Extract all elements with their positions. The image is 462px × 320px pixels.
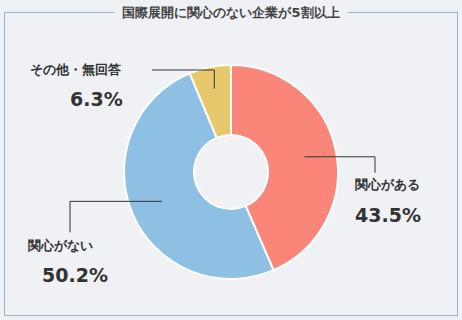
category-label: 関心がある xyxy=(355,177,420,192)
value-label: 43.5% xyxy=(355,204,421,226)
background xyxy=(0,0,462,320)
title: 国際展開に関心のない企業が5割以上 xyxy=(122,5,339,20)
category-label: その他・無回答 xyxy=(30,62,121,77)
value-label: 6.3% xyxy=(70,88,123,110)
value-label: 50.2% xyxy=(42,264,108,286)
slice xyxy=(124,73,273,279)
labels: 関心がある 43.5% 関心がない 50.2% その他・無回答 6.3% xyxy=(28,62,421,286)
leader-line xyxy=(304,157,375,173)
frame xyxy=(5,13,458,316)
title-background xyxy=(114,4,347,24)
category-label: 関心がない xyxy=(28,238,93,253)
slice xyxy=(190,65,231,138)
leader-line xyxy=(152,70,214,89)
leader-line xyxy=(70,201,162,232)
chart: 国際展開に関心のない企業が5割以上関心がある 43.5% 関心がない 50.2% その他… xyxy=(0,0,462,320)
slices xyxy=(124,65,338,279)
